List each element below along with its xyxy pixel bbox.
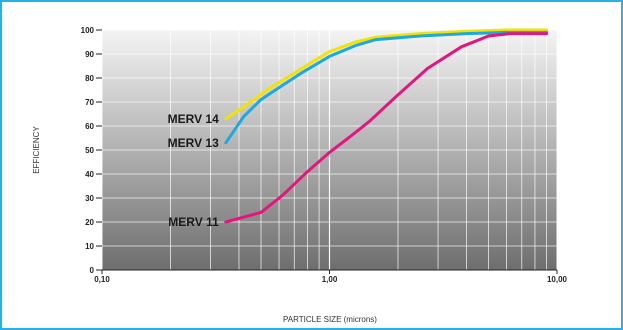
x-axis-label: PARTICLE SIZE (microns)	[283, 315, 377, 324]
x-tick-label: 10,00	[547, 275, 568, 284]
y-tick-label: 70	[85, 98, 94, 107]
series-line-merv-13	[224, 30, 549, 145]
y-axis-label: EFFICIENCY	[32, 126, 41, 174]
series-lines	[224, 28, 549, 224]
series-line-merv-14	[224, 28, 549, 121]
y-tick-label: 30	[85, 194, 94, 203]
y-tick-label: 0	[90, 266, 95, 275]
axis-ticks: 0 10 20 30 40 50 60 70 80 90 100 0,10 1,00 10,00	[81, 26, 568, 284]
y-tick-label: 50	[85, 146, 94, 155]
y-tick-label: 60	[85, 122, 94, 131]
series-label-merv-13: MERV 13	[168, 136, 219, 150]
x-tick-label: 0,10	[94, 275, 110, 284]
grid-lines	[101, 29, 558, 271]
series-label-merv-11: MERV 11	[168, 215, 219, 229]
y-tick-label: 100	[81, 26, 95, 35]
y-tick-label: 40	[85, 170, 94, 179]
series-labels: MERV 14 MERV 13 MERV 11	[168, 112, 219, 229]
series-line-merv-11	[224, 32, 549, 224]
y-tick-label: 10	[85, 242, 94, 251]
y-tick-label: 20	[85, 218, 94, 227]
y-tick-label: 80	[85, 74, 94, 83]
series-label-merv-14: MERV 14	[168, 112, 219, 126]
x-tick-label: 1,00	[322, 275, 338, 284]
y-tick-label: 90	[85, 50, 94, 59]
